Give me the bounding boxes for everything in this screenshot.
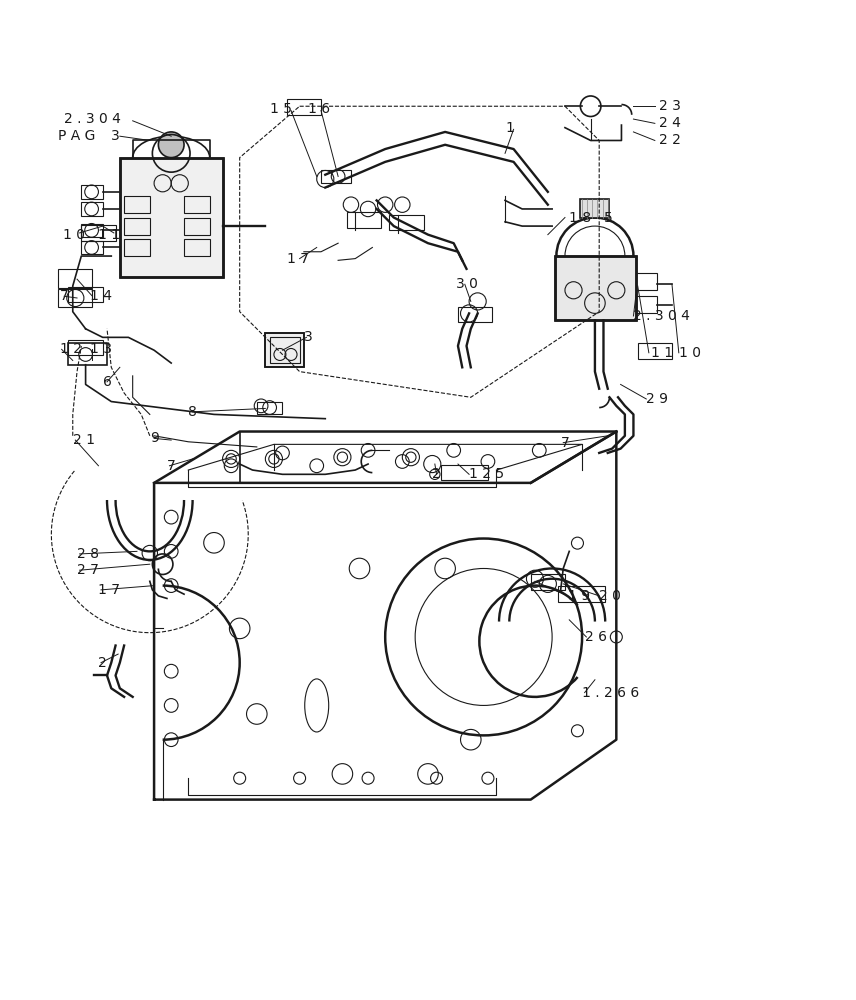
Bar [184, 218, 210, 235]
Bar [287, 99, 321, 115]
Text: 1 4: 1 4 [90, 289, 112, 303]
Text: 3: 3 [304, 330, 312, 344]
Bar [347, 212, 381, 228]
Text: 2: 2 [432, 467, 441, 481]
Text: 1 5: 1 5 [270, 102, 292, 116]
Bar [558, 586, 605, 602]
Bar [68, 343, 107, 365]
Bar [184, 239, 210, 256]
Bar [531, 574, 565, 590]
Bar [441, 465, 488, 480]
Bar [265, 333, 304, 367]
Text: 1 6: 1 6 [308, 102, 330, 116]
Text: 1 3: 1 3 [90, 342, 112, 356]
Bar [68, 287, 103, 302]
Bar [124, 196, 150, 213]
Bar [265, 333, 304, 367]
Text: 7: 7 [60, 289, 68, 303]
Text: 1 7: 1 7 [98, 583, 121, 597]
Text: 1 8: 1 8 [569, 211, 591, 225]
Bar [636, 296, 657, 313]
Bar [68, 340, 103, 355]
Text: 1 1: 1 1 [98, 228, 121, 242]
Text: 2 4: 2 4 [659, 116, 681, 130]
Text: 1 2 5: 1 2 5 [469, 467, 504, 481]
Bar [638, 343, 672, 359]
Text: 6: 6 [103, 375, 111, 389]
Bar [124, 218, 150, 235]
Bar [389, 215, 424, 230]
Bar [81, 202, 103, 216]
Text: 2 1: 2 1 [73, 433, 95, 447]
Text: 2: 2 [98, 656, 107, 670]
Circle shape [158, 132, 184, 158]
Text: 2 0: 2 0 [599, 589, 621, 603]
Bar [184, 196, 210, 213]
Bar [81, 224, 103, 237]
Bar [81, 185, 103, 199]
Text: 7: 7 [561, 436, 569, 450]
Text: 3 0: 3 0 [456, 277, 479, 291]
Text: 1: 1 [505, 121, 514, 135]
Text: 2 . 3 0 4: 2 . 3 0 4 [64, 112, 121, 126]
Text: 5: 5 [603, 211, 612, 225]
Bar [58, 269, 92, 288]
Text: 1 9: 1 9 [568, 589, 590, 603]
Bar [124, 239, 150, 256]
Text: 1 . 2 6 6: 1 . 2 6 6 [582, 686, 639, 700]
Bar [81, 241, 103, 254]
Bar [555, 256, 636, 320]
Bar [555, 256, 636, 320]
Text: 1 0: 1 0 [63, 228, 86, 242]
Text: P A G: P A G [58, 129, 96, 143]
Bar [120, 158, 223, 277]
Bar [270, 337, 300, 363]
Bar [120, 158, 223, 277]
Text: 2 3: 2 3 [659, 99, 681, 113]
Text: 1 1: 1 1 [651, 346, 673, 360]
Text: 2 2: 2 2 [659, 133, 681, 147]
Bar [257, 402, 282, 414]
Text: 2 7: 2 7 [77, 563, 99, 577]
Bar [458, 307, 492, 322]
Bar [580, 199, 609, 218]
Bar [81, 225, 116, 241]
Text: 2 8: 2 8 [77, 547, 99, 561]
Text: 7: 7 [167, 459, 175, 473]
Text: 9: 9 [150, 431, 158, 445]
Text: 2 6: 2 6 [585, 630, 607, 644]
Text: 2 9: 2 9 [646, 392, 669, 406]
Text: 1 0: 1 0 [679, 346, 701, 360]
Bar [58, 289, 92, 307]
Text: 2 . 3 0 4: 2 . 3 0 4 [633, 309, 690, 323]
Text: 8: 8 [188, 405, 197, 419]
Text: 1 2: 1 2 [60, 342, 82, 356]
Bar [321, 170, 351, 183]
Bar [636, 273, 657, 290]
Text: 3: 3 [111, 129, 120, 143]
Text: 1 7: 1 7 [287, 252, 309, 266]
